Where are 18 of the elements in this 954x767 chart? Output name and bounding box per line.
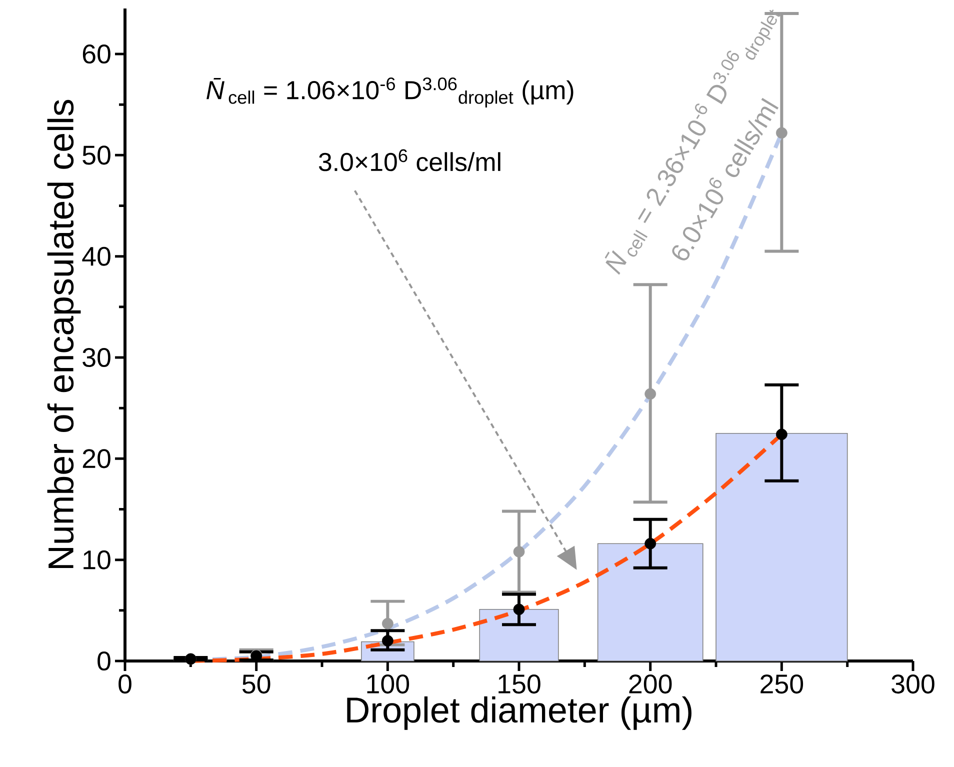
x-tick-label: 250 — [760, 674, 804, 694]
y-tick-label: 0 — [98, 651, 110, 671]
y-tick-label: 10 — [84, 550, 110, 570]
x-axis-title: Droplet diameter (µm) — [347, 696, 692, 730]
y-tick-label: 40 — [82, 246, 110, 266]
annotation: 3.0×10$^{6}$ cells/ml — [318, 149, 500, 172]
x-tick-label: 300 — [892, 674, 934, 694]
x-tick-label: 100 — [367, 674, 410, 694]
x-tick-label: 150 — [498, 674, 540, 694]
y-tick-label: 30 — [82, 348, 110, 368]
y-tick-label: 20 — [82, 449, 110, 468]
x-tick-label: 0 — [118, 674, 132, 694]
y-tick-label: 60 — [82, 44, 110, 64]
y-tick-label: 50 — [82, 146, 110, 165]
y-axis-title: Number of encapsulated cells — [47, 100, 81, 568]
x-tick-label: 200 — [629, 674, 672, 694]
x-tick-label: 50 — [242, 674, 270, 694]
annotation: N̄$_{cell}$ = 1.06×10$^{-6}$ D$^{3.06}$$_{droplet}$ (µm) — [206, 77, 574, 108]
